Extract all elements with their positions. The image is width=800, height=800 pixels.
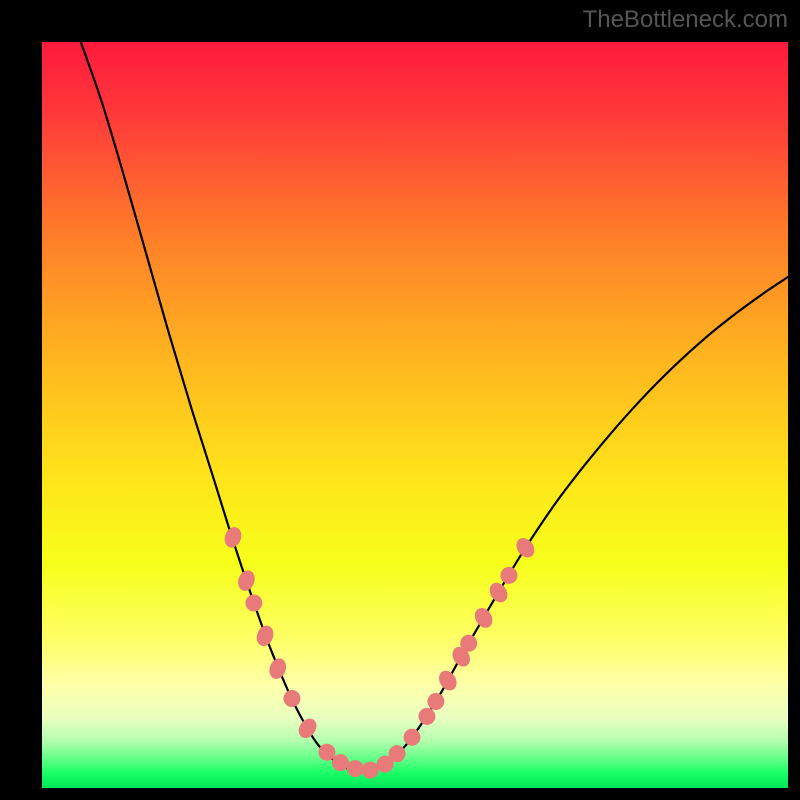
curve-marker xyxy=(267,656,289,681)
curve-marker xyxy=(222,525,244,550)
curve-marker xyxy=(254,623,276,648)
curve-line xyxy=(81,42,788,771)
curve-marker xyxy=(427,693,444,710)
curve-marker xyxy=(389,745,406,762)
curve-marker xyxy=(418,708,435,725)
curve-marker xyxy=(513,535,538,561)
curve-marker xyxy=(362,762,379,779)
curve-marker xyxy=(295,715,320,741)
curve-marker xyxy=(283,690,300,707)
curve-marker xyxy=(404,729,421,746)
curve-marker xyxy=(235,568,257,593)
plot-area xyxy=(42,42,788,788)
curve-marker xyxy=(460,635,477,652)
curve-marker xyxy=(245,594,262,611)
curve-marker xyxy=(500,567,517,584)
curve-marker xyxy=(471,605,496,631)
markers-group xyxy=(222,525,538,779)
curve-marker xyxy=(332,754,349,771)
curve-marker xyxy=(435,667,460,693)
watermark-text: TheBottleneck.com xyxy=(583,6,788,34)
curve-marker xyxy=(318,744,335,761)
curve-layer xyxy=(42,42,788,788)
curve-marker xyxy=(347,760,364,777)
